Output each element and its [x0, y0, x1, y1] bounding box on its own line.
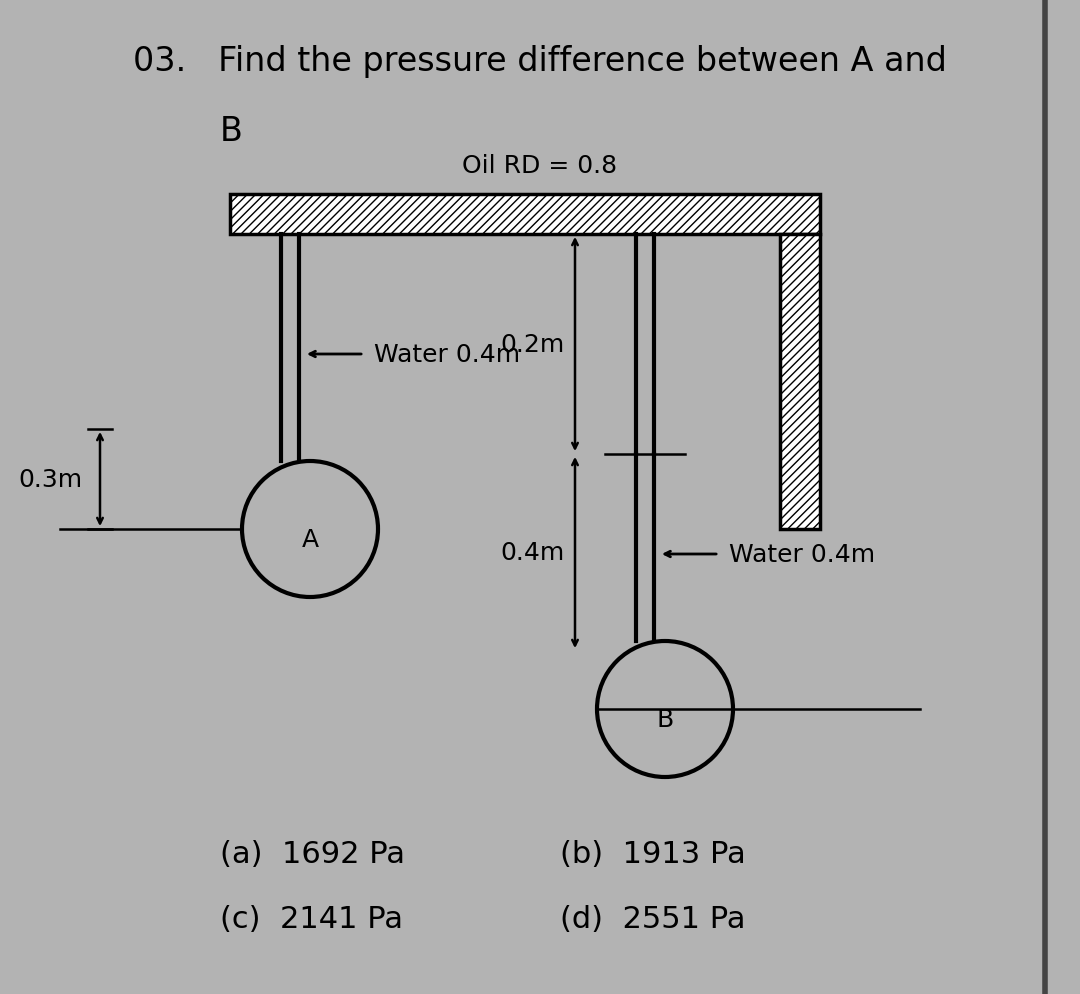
Text: A: A [301, 528, 319, 552]
Text: 0.4m: 0.4m [501, 541, 565, 565]
Text: (c)  2141 Pa: (c) 2141 Pa [220, 905, 403, 933]
Text: (d)  2551 Pa: (d) 2551 Pa [561, 905, 745, 933]
Text: 0.2m: 0.2m [501, 333, 565, 357]
Bar [780, 235, 820, 530]
Text: 0.3m: 0.3m [18, 467, 82, 491]
Text: Water 0.4m: Water 0.4m [729, 543, 875, 567]
Text: Oil RD = 0.8: Oil RD = 0.8 [462, 154, 618, 178]
Text: Water 0.4m: Water 0.4m [374, 343, 521, 367]
Text: B: B [220, 115, 243, 148]
Text: (a)  1692 Pa: (a) 1692 Pa [220, 839, 405, 868]
Text: (b)  1913 Pa: (b) 1913 Pa [561, 839, 746, 868]
Text: 03.   Find the pressure difference between A and: 03. Find the pressure difference between… [133, 45, 947, 78]
Bar [230, 195, 820, 235]
Text: B: B [657, 708, 674, 732]
